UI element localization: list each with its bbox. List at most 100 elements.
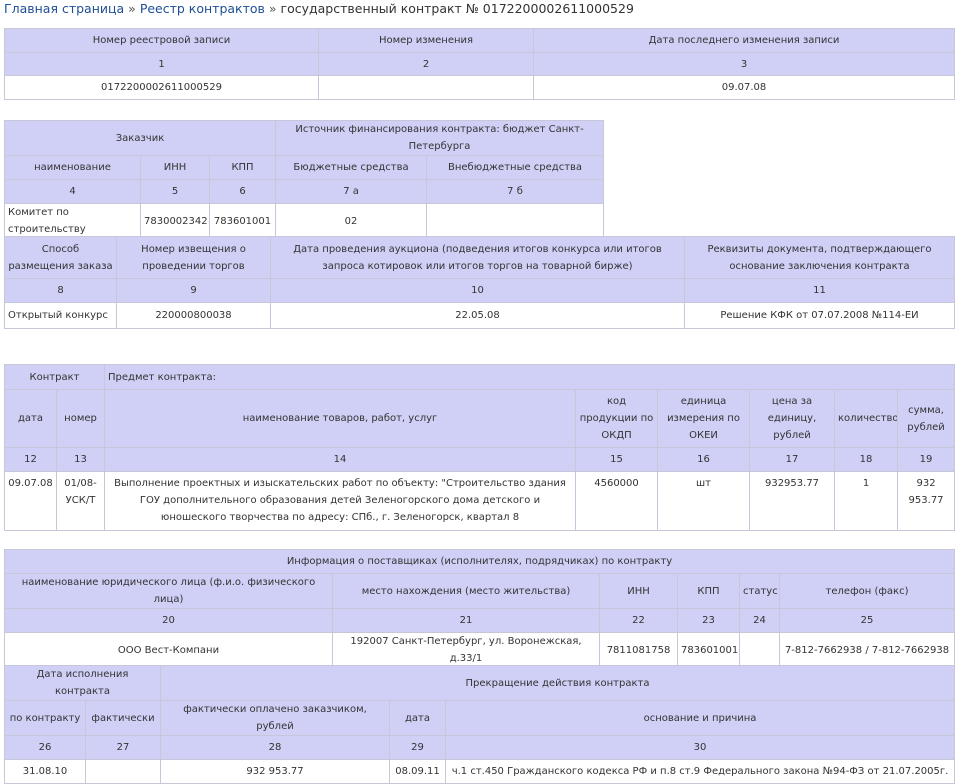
breadcrumb-current: государственный контракт № 0172200002611… xyxy=(280,1,634,16)
contract-number-value: 01/08-УСК/Т xyxy=(55,471,106,531)
supplier-kpp-value: 783601001 xyxy=(677,632,740,668)
suppliers-table: Информация о поставщиках (исполнителях, … xyxy=(3,549,956,668)
header-quantity: количество xyxy=(834,389,899,448)
okei-unit-value: шт xyxy=(657,471,751,531)
header-contract-subject: Предмет контракта: xyxy=(104,364,956,390)
header-customer-inn: ИНН xyxy=(140,155,210,180)
column-number: 6 xyxy=(208,179,277,204)
actual-date-value xyxy=(85,759,161,784)
header-suppliers-info: Информация о поставщиках (исполнителях, … xyxy=(3,549,956,574)
header-termination: Прекращение действия контракта xyxy=(159,665,956,701)
column-number: 11 xyxy=(684,278,955,303)
column-number: 26 xyxy=(4,735,86,760)
column-number: 1 xyxy=(4,52,319,76)
header-customer-kpp: КПП xyxy=(208,155,277,180)
header-contract-number: номер xyxy=(55,389,106,448)
header-termination-date: дата xyxy=(389,700,446,736)
paid-amount-value: 932 953.77 xyxy=(160,759,390,784)
column-number: 5 xyxy=(140,179,210,204)
header-by-contract: по контракту xyxy=(4,700,86,736)
header-last-change-date: Дата последнего изменения записи xyxy=(533,28,955,53)
column-number: 13 xyxy=(55,447,106,472)
goods-name-value: Выполнение проектных и изыскательских ра… xyxy=(104,471,577,531)
column-number: 16 xyxy=(657,447,751,472)
header-basis-document: Реквизиты документа, подтверждающего осн… xyxy=(684,236,955,279)
reason-value: ч.1 ст.450 Гражданского кодекса РФ и п.8… xyxy=(444,759,956,784)
offbudget-funds-value xyxy=(426,203,605,239)
supplier-inn-value: 7811081758 xyxy=(599,632,678,668)
column-number: 14 xyxy=(104,447,577,472)
column-number: 25 xyxy=(778,608,956,633)
customer-table: Заказчик Источник финансирования контрак… xyxy=(3,120,605,239)
breadcrumb-home-link[interactable]: Главная страница xyxy=(4,1,125,16)
header-record-number: Номер реестровой записи xyxy=(4,28,319,53)
header-execution-date: Дата исполнения контракта xyxy=(4,665,161,701)
last-change-date-value: 09.07.08 xyxy=(533,75,955,100)
header-supplier-name: наименование юридического лица (ф.и.о. ф… xyxy=(4,573,333,609)
header-funding-source: Источник финансирования контракта: бюдже… xyxy=(275,120,605,156)
header-customer: Заказчик xyxy=(3,120,277,156)
column-number: 23 xyxy=(677,608,740,633)
column-number: 12 xyxy=(4,447,57,472)
header-change-number: Номер изменения xyxy=(318,28,534,53)
breadcrumb: Главная страница » Реестр контрактов » г… xyxy=(4,1,634,16)
supplier-name-value: ООО Вест-Компани xyxy=(4,632,333,668)
header-supplier-inn: ИНН xyxy=(599,573,678,609)
header-notice-number: Номер извещения о проведении торгов xyxy=(116,236,271,279)
header-okei-unit: единица измерения по ОКЕИ xyxy=(657,389,751,448)
execution-table: Дата исполнения контракта Прекращение де… xyxy=(4,665,956,784)
column-number: 8 xyxy=(4,278,117,303)
header-supplier-status: статус xyxy=(739,573,780,609)
header-supplier-phone: телефон (факс) xyxy=(778,573,956,609)
termination-date-value: 08.09.11 xyxy=(389,759,446,784)
header-goods-name: наименование товаров, работ, услуг xyxy=(104,389,577,448)
breadcrumb-registry-link[interactable]: Реестр контрактов xyxy=(139,1,265,16)
header-paid-amount: фактически оплачено заказчиком, рублей xyxy=(160,700,390,736)
header-supplier-location: место нахождения (место жительства) xyxy=(332,573,600,609)
change-number-value xyxy=(318,75,534,100)
column-number: 24 xyxy=(739,608,780,633)
header-reason: основание и причина xyxy=(444,700,956,736)
column-number: 20 xyxy=(4,608,333,633)
breadcrumb-separator: » xyxy=(128,1,136,16)
auction-date-value: 22.05.08 xyxy=(270,302,685,329)
column-number: 15 xyxy=(575,447,659,472)
column-number: 7 б xyxy=(426,179,605,204)
header-offbudget-funds: Внебюджетные средства xyxy=(426,155,605,180)
registry-record-table: Номер реестровой записи Номер изменения … xyxy=(4,28,955,100)
column-number: 29 xyxy=(389,735,446,760)
header-unit-price: цена за единицу, рублей xyxy=(749,389,836,448)
header-supplier-kpp: КПП xyxy=(677,573,740,609)
column-number: 4 xyxy=(4,179,141,204)
customer-kpp-value: 783601001 xyxy=(208,203,277,239)
supplier-location-value: 192007 Санкт-Петербург, ул. Воронежская,… xyxy=(332,632,600,668)
column-number: 27 xyxy=(85,735,161,760)
customer-inn-value: 7830002342 xyxy=(140,203,210,239)
column-number: 10 xyxy=(270,278,685,303)
header-customer-name: наименование xyxy=(4,155,141,180)
sum-value: 932 953.77 xyxy=(897,471,956,531)
column-number: 21 xyxy=(332,608,600,633)
notice-number-value: 220000800038 xyxy=(116,302,271,329)
contract-subject-table: Контракт Предмет контракта: дата номер н… xyxy=(3,364,956,531)
header-contract: Контракт xyxy=(3,364,106,390)
unit-price-value: 932953.77 xyxy=(749,471,836,531)
supplier-status-value xyxy=(739,632,780,668)
header-placement-method: Способ размещения заказа xyxy=(4,236,117,279)
column-number: 18 xyxy=(834,447,899,472)
column-number: 17 xyxy=(749,447,836,472)
header-sum: сумма, рублей xyxy=(897,389,956,448)
by-contract-date-value: 31.08.10 xyxy=(4,759,86,784)
header-actual: фактически xyxy=(85,700,161,736)
placement-table: Способ размещения заказа Номер извещения… xyxy=(4,236,955,329)
column-number: 30 xyxy=(444,735,956,760)
column-number: 22 xyxy=(599,608,678,633)
quantity-value: 1 xyxy=(834,471,899,531)
header-auction-date: Дата проведения аукциона (подведения ито… xyxy=(270,236,685,279)
contract-date-value: 09.07.08 xyxy=(4,471,57,531)
customer-name-value: Комитет по строительству xyxy=(4,203,141,239)
column-number: 28 xyxy=(160,735,390,760)
supplier-phone-value: 7-812-7662938 / 7-812-7662938 xyxy=(778,632,956,668)
column-number: 3 xyxy=(533,52,955,76)
column-number: 2 xyxy=(318,52,534,76)
